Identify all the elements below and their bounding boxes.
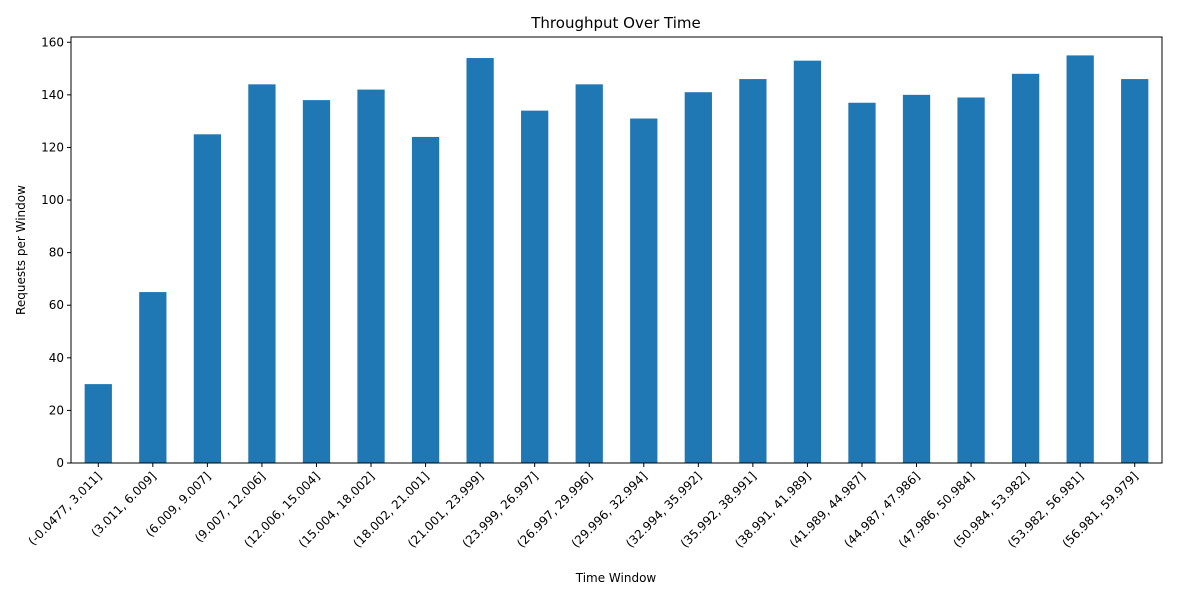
- bar: [1011, 73, 1040, 463]
- plot-frame: [70, 36, 1163, 464]
- y-axis: 0 20 40 60 80 100 120 140 160: [41, 35, 71, 470]
- bar: [466, 58, 494, 463]
- bar: [575, 84, 603, 463]
- bar: [957, 97, 985, 463]
- x-axis: (-0.0477, 3.011](3.011, 6.009](6.009, 9.…: [25, 463, 1141, 551]
- bar: [1066, 55, 1094, 463]
- y-tick-label: 120: [41, 140, 64, 154]
- bars-layer: [84, 55, 1149, 464]
- x-tick-label: (-0.0477, 3.011]: [25, 469, 104, 548]
- bar: [193, 134, 222, 464]
- y-tick-label: 80: [49, 246, 64, 260]
- bar: [630, 118, 658, 464]
- bar: [248, 84, 276, 463]
- y-tick-label: 20: [49, 403, 64, 417]
- bar: [84, 384, 112, 463]
- y-tick-label: 60: [49, 298, 64, 312]
- bar: [848, 102, 876, 464]
- bar: [739, 79, 767, 463]
- y-tick-label: 100: [41, 193, 64, 207]
- y-tick-label: 0: [56, 456, 64, 470]
- bar: [302, 100, 331, 464]
- y-axis-label: Requests per Window: [14, 185, 28, 315]
- bar: [902, 94, 931, 463]
- y-tick-label: 140: [41, 88, 64, 102]
- bar: [411, 136, 440, 463]
- bar: [521, 110, 549, 463]
- bar: [1121, 79, 1149, 463]
- bar: [139, 292, 167, 463]
- bar: [793, 60, 822, 464]
- chart-title: Throughput Over Time: [530, 14, 700, 32]
- y-tick-label: 160: [41, 35, 64, 49]
- bar: [684, 92, 712, 463]
- x-axis-label: Time Window: [575, 571, 657, 585]
- y-tick-label: 40: [49, 351, 64, 365]
- bar: [357, 89, 385, 463]
